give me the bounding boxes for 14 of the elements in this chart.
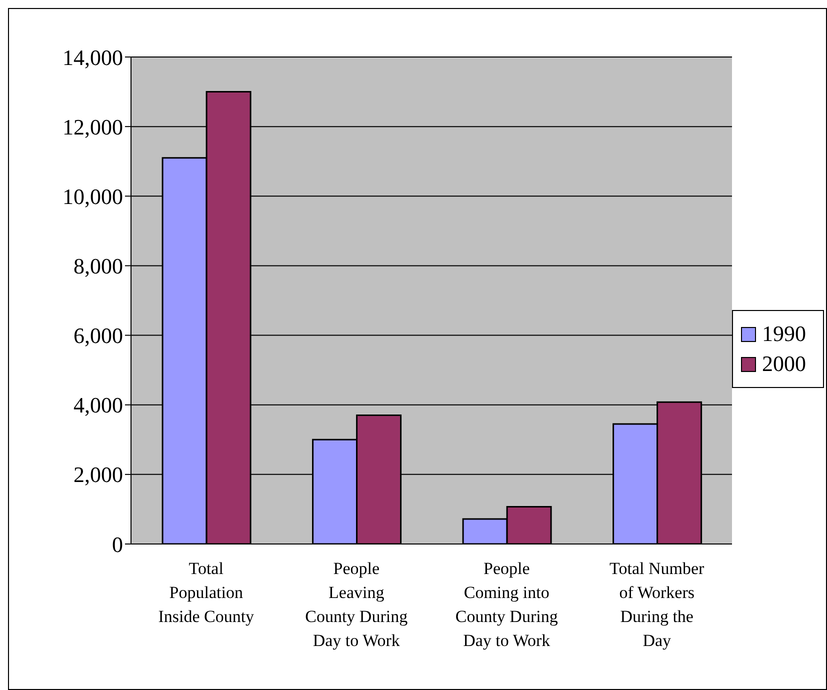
legend-label: 2000 [762,351,806,377]
y-tick-label: 14,000 [62,44,123,70]
x-tick-label: Total Number of Workers During the Day [610,559,705,650]
y-tick-label: 0 [112,532,123,557]
x-tick-label: Total Population Inside County [158,559,255,626]
y-tick-label: 6,000 [74,323,123,348]
x-tick-label: People Coming into County During Day to Work [455,559,558,650]
legend-label: 1990 [762,321,806,347]
y-tick-label: 2,000 [74,462,123,488]
y-tick-label: 10,000 [62,184,123,209]
y-tick-label: 8,000 [74,254,123,279]
x-tick-label: People Leaving County During Day to Work [305,559,408,650]
y-tick-label: 4,000 [74,392,123,418]
y-tick-label: 12,000 [62,114,123,140]
